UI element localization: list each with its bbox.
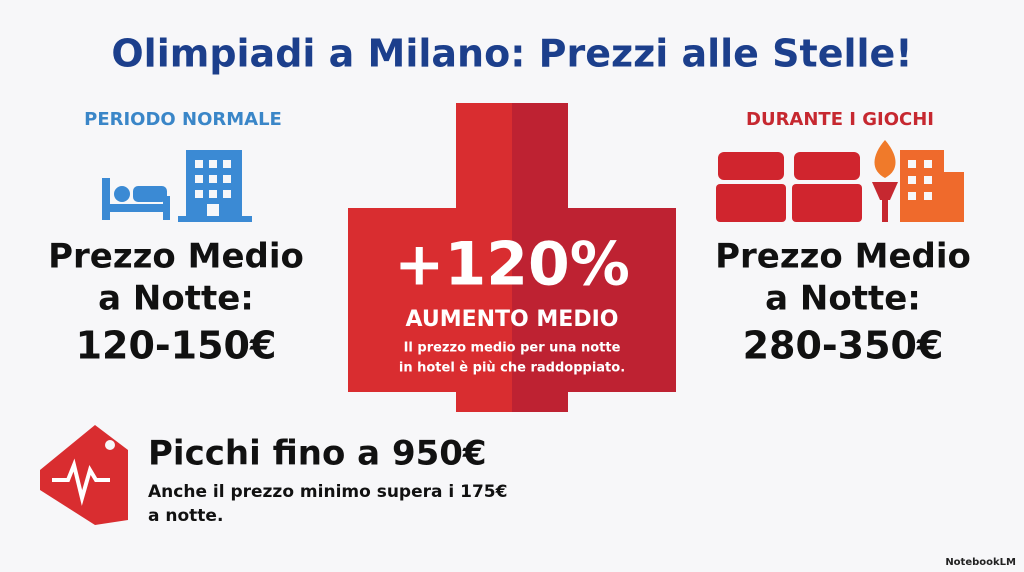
note: Il prezzo medio per una notte — [404, 341, 621, 356]
bed-icon — [102, 178, 170, 220]
title: Olimpiadi a Milano: Prezzi alle Stelle! — [111, 32, 912, 76]
beds-icon — [716, 152, 862, 222]
hotel-icon — [900, 150, 964, 222]
footer-brand: NotebookLM — [945, 557, 1016, 568]
building-icon — [178, 150, 252, 222]
peak-line: Anche il prezzo minimo supera i 175€ — [148, 482, 507, 502]
peak-line: a notte. — [148, 506, 223, 526]
peak-title: Picchi fino a 950€ — [148, 434, 487, 474]
note: in hotel è più che raddoppiato. — [399, 361, 625, 376]
left-label: a Notte: — [98, 279, 254, 319]
right-label: Prezzo Medio — [715, 237, 971, 277]
left-label: Prezzo Medio — [48, 237, 304, 277]
right-heading: DURANTE I GIOCHI — [746, 109, 934, 130]
caption: AUMENTO MEDIO — [406, 307, 619, 332]
right-label: a Notte: — [765, 279, 921, 319]
left-heading: PERIODO NORMALE — [84, 109, 282, 130]
torch-icon — [872, 140, 898, 222]
right-price: 280-350€ — [743, 324, 944, 368]
tag-icon — [40, 425, 128, 525]
cross — [348, 103, 676, 412]
percent: +120% — [394, 230, 630, 300]
left-price: 120-150€ — [76, 324, 277, 368]
